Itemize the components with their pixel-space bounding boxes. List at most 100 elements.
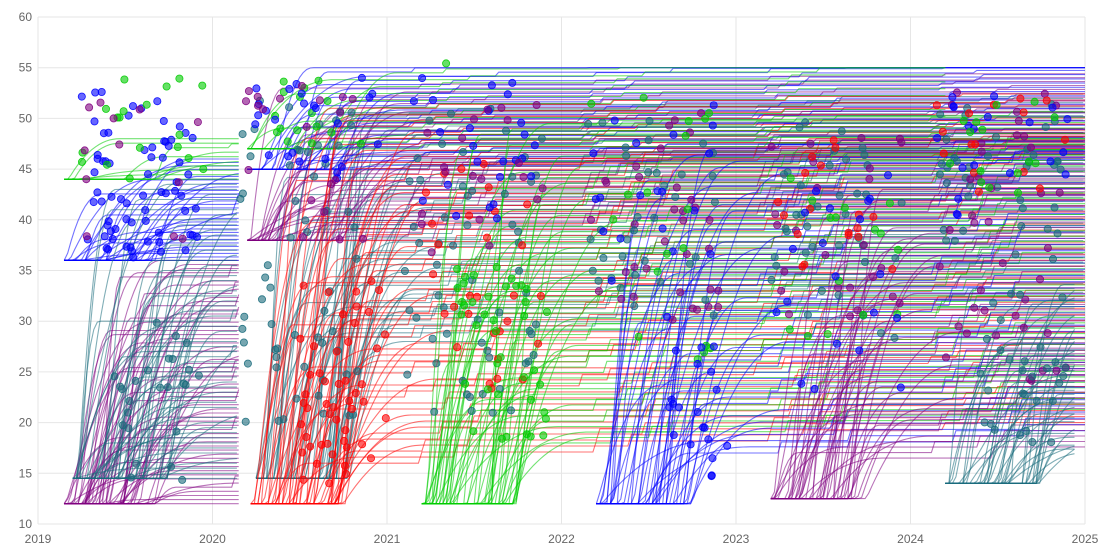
data-point-blue (90, 117, 99, 126)
series-line-teal (256, 132, 1084, 479)
data-point-teal (594, 276, 603, 285)
data-point-purple (458, 134, 467, 143)
data-point-blue (667, 395, 676, 404)
data-point-blue (191, 204, 200, 213)
data-point-purple (315, 96, 324, 105)
data-point-teal (171, 332, 180, 341)
data-point-purple (895, 134, 904, 143)
data-point-purple (1055, 188, 1064, 197)
data-point-teal (194, 371, 203, 380)
data-point-red (465, 211, 474, 220)
data-point-blue (175, 158, 184, 167)
series-line-red (250, 337, 1085, 505)
data-point-green (1025, 157, 1034, 166)
data-point-purple (82, 232, 91, 241)
data-point-red (325, 409, 334, 418)
data-point-blue (141, 206, 150, 215)
data-point-red (359, 397, 368, 406)
data-point-purple (977, 147, 986, 156)
data-point-blue (527, 172, 536, 181)
series-line-red (250, 199, 1085, 505)
data-point-blue (1048, 103, 1057, 112)
data-point-red (965, 109, 974, 118)
data-point-purple (519, 172, 528, 181)
data-point-teal (996, 346, 1005, 355)
data-point-teal (640, 256, 649, 265)
data-point-teal (344, 207, 353, 216)
data-point-purple (771, 210, 780, 219)
data-point-red (299, 398, 308, 407)
data-point-blue (708, 121, 717, 130)
data-point-blue (365, 93, 374, 102)
data-point-red (352, 302, 361, 311)
data-point-blue (706, 250, 715, 259)
data-point-teal (935, 170, 944, 179)
series-line-blue (596, 146, 1085, 505)
data-point-teal (501, 126, 510, 135)
data-point-blue (589, 149, 598, 158)
data-point-blue (954, 194, 963, 203)
data-point-green (831, 213, 840, 222)
data-point-blue (159, 117, 168, 126)
data-point-teal (808, 242, 817, 251)
data-point-teal (300, 362, 309, 371)
data-point-teal (1042, 364, 1051, 373)
series-line-green (421, 154, 1085, 505)
data-point-blue (723, 441, 732, 450)
data-point-teal (537, 134, 546, 143)
data-point-green (701, 114, 710, 123)
data-point-teal (942, 135, 951, 144)
data-point-teal (767, 275, 776, 284)
data-point-blue (124, 111, 133, 120)
series-line-green (421, 138, 1085, 505)
data-point-purple (888, 292, 897, 301)
series-line-green (421, 246, 1085, 505)
data-point-teal (990, 425, 999, 434)
data-point-purple (670, 116, 679, 125)
series-line-red (250, 93, 1085, 505)
data-point-purple (1027, 143, 1036, 152)
data-point-red (932, 101, 941, 110)
series-line-teal (945, 350, 1075, 484)
data-point-blue (473, 157, 482, 166)
data-point-teal (350, 223, 359, 232)
data-point-green (102, 104, 111, 113)
data-point-green (175, 130, 184, 139)
data-point-teal (292, 394, 301, 403)
data-point-green (541, 414, 550, 423)
data-point-purple (85, 103, 94, 112)
data-point-blue (952, 209, 961, 218)
data-point-purple (96, 98, 105, 107)
data-point-blue (709, 101, 718, 110)
data-point-teal (942, 178, 951, 187)
data-point-teal (795, 123, 804, 132)
data-point-blue (285, 85, 294, 94)
data-point-teal (239, 338, 248, 347)
data-point-green (653, 267, 662, 276)
data-point-blue (665, 403, 674, 412)
data-point-teal (942, 236, 951, 245)
data-point-red (464, 309, 473, 318)
data-point-green (457, 297, 466, 306)
series-line-red (250, 111, 1085, 505)
data-point-red (299, 475, 308, 484)
series-line-teal (256, 97, 1084, 479)
data-point-teal (467, 406, 476, 415)
data-point-blue (154, 228, 163, 237)
data-point-blue (418, 74, 427, 83)
data-point-teal (440, 213, 449, 222)
data-point-blue (158, 153, 167, 162)
data-point-red (339, 436, 348, 445)
data-point-blue (100, 232, 109, 241)
series-line-purple (64, 329, 239, 505)
data-point-purple (538, 184, 547, 193)
data-point-red (1061, 135, 1070, 144)
data-point-red (453, 343, 462, 352)
data-point-red (296, 334, 305, 343)
data-point-teal (1020, 357, 1029, 366)
y-tick-label: 50 (19, 111, 33, 125)
data-point-green (679, 244, 688, 253)
data-point-blue (1006, 169, 1015, 178)
data-point-purple (865, 164, 874, 173)
data-point-purple (1036, 275, 1045, 284)
